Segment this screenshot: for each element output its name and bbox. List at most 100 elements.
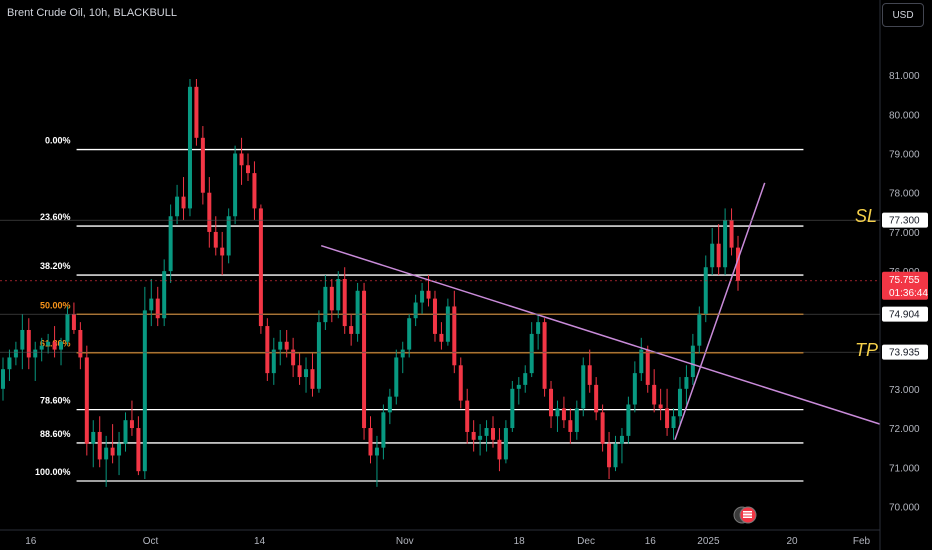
candle-body bbox=[149, 298, 154, 311]
candle-body bbox=[284, 341, 289, 350]
trendline[interactable] bbox=[320, 244, 881, 425]
candle-body bbox=[697, 314, 702, 346]
candle-body bbox=[542, 322, 547, 389]
price-badge-value: 77.300 bbox=[889, 216, 920, 227]
candle-body bbox=[619, 435, 624, 444]
candle-body bbox=[271, 349, 276, 374]
candle-body bbox=[407, 318, 412, 350]
candle-body bbox=[639, 349, 644, 374]
x-tick-label: Oct bbox=[143, 536, 159, 547]
price-badge bbox=[882, 212, 928, 228]
candle-body bbox=[252, 173, 257, 209]
price-badge bbox=[882, 344, 928, 360]
candle-body bbox=[200, 137, 205, 193]
candle-body bbox=[510, 388, 515, 429]
fib-level-label: 100.00% bbox=[35, 467, 71, 477]
x-tick-label: 2025 bbox=[697, 536, 720, 547]
candle-body bbox=[529, 333, 534, 374]
candle-body bbox=[129, 420, 134, 429]
candle-body bbox=[736, 247, 740, 281]
candle-body bbox=[84, 357, 89, 444]
candle-body bbox=[1, 369, 5, 389]
candle-body bbox=[600, 412, 605, 444]
candle-body bbox=[394, 357, 399, 397]
candle-body bbox=[710, 243, 715, 268]
candle-body bbox=[142, 310, 147, 472]
candle-body bbox=[671, 416, 676, 429]
candle-body bbox=[374, 447, 379, 456]
candle-body bbox=[362, 290, 367, 429]
fib-level-label: 23.60% bbox=[40, 212, 71, 222]
candle-body bbox=[549, 388, 554, 417]
candle-body bbox=[342, 279, 347, 327]
candle-body bbox=[71, 314, 76, 330]
candle-body bbox=[136, 428, 141, 472]
y-tick-label: 73.000 bbox=[889, 385, 920, 396]
x-tick-label: 16 bbox=[645, 536, 657, 547]
candle-body bbox=[65, 314, 70, 342]
candle-body bbox=[207, 192, 212, 232]
candle-body bbox=[155, 298, 160, 319]
candle-body bbox=[323, 286, 328, 323]
candle-body bbox=[297, 365, 302, 378]
candle-body bbox=[458, 365, 463, 401]
candle-body bbox=[387, 396, 392, 413]
tp-annotation[interactable]: TP bbox=[855, 340, 878, 360]
candle-body bbox=[33, 349, 38, 358]
candle-body bbox=[26, 329, 31, 358]
candle-body bbox=[632, 373, 637, 405]
trendline[interactable] bbox=[674, 182, 766, 441]
price-badge-value: 73.935 bbox=[889, 348, 920, 359]
candle-body bbox=[233, 153, 238, 217]
candle-body bbox=[729, 220, 734, 248]
candle-body bbox=[123, 420, 128, 444]
x-tick-label: Dec bbox=[577, 536, 595, 547]
candle-body bbox=[291, 349, 296, 366]
candle-body bbox=[20, 329, 25, 350]
candle-body bbox=[613, 443, 618, 468]
candle-body bbox=[587, 365, 592, 385]
candle-body bbox=[97, 431, 102, 460]
candle-body bbox=[574, 408, 579, 432]
candle-body bbox=[452, 306, 457, 366]
candle-body bbox=[78, 329, 83, 358]
currency-button[interactable]: USD bbox=[882, 3, 924, 27]
x-tick-label: Feb bbox=[853, 536, 871, 547]
candle-body bbox=[329, 286, 334, 311]
y-tick-label: 77.000 bbox=[889, 228, 920, 239]
y-tick-label: 80.000 bbox=[889, 110, 920, 121]
price-badge-value: 74.904 bbox=[889, 310, 920, 321]
price-badge-value: 75.755 bbox=[889, 275, 920, 286]
candle-body bbox=[181, 196, 186, 209]
sl-annotation[interactable]: SL bbox=[855, 206, 877, 226]
flag-icon[interactable] bbox=[733, 506, 757, 524]
candle-body bbox=[258, 208, 263, 327]
candle-body bbox=[175, 196, 180, 217]
candle-body bbox=[645, 349, 650, 385]
candle-body bbox=[117, 443, 122, 456]
fib-level-label: 78.60% bbox=[40, 396, 71, 406]
fib-level-label: 0.00% bbox=[45, 136, 71, 146]
candle-body bbox=[220, 247, 225, 256]
candle-body bbox=[723, 220, 728, 268]
x-tick-label: 16 bbox=[25, 536, 37, 547]
candle-body bbox=[310, 369, 315, 389]
candle-body bbox=[607, 443, 612, 468]
candle-body bbox=[523, 373, 528, 385]
candle-body bbox=[336, 279, 341, 311]
candle-body bbox=[349, 326, 354, 334]
candle-body bbox=[168, 216, 173, 272]
candle-body bbox=[658, 404, 663, 409]
y-tick-label: 78.000 bbox=[889, 189, 920, 200]
candle-body bbox=[690, 345, 695, 378]
candle-body bbox=[594, 384, 599, 413]
fib-level-label: 38.20% bbox=[40, 261, 71, 271]
candle-body bbox=[381, 412, 386, 448]
trendlines-group[interactable] bbox=[320, 182, 881, 441]
candle-body bbox=[561, 408, 566, 421]
candle-body bbox=[503, 428, 508, 460]
candle-body bbox=[246, 165, 250, 174]
candle-body bbox=[703, 267, 708, 315]
